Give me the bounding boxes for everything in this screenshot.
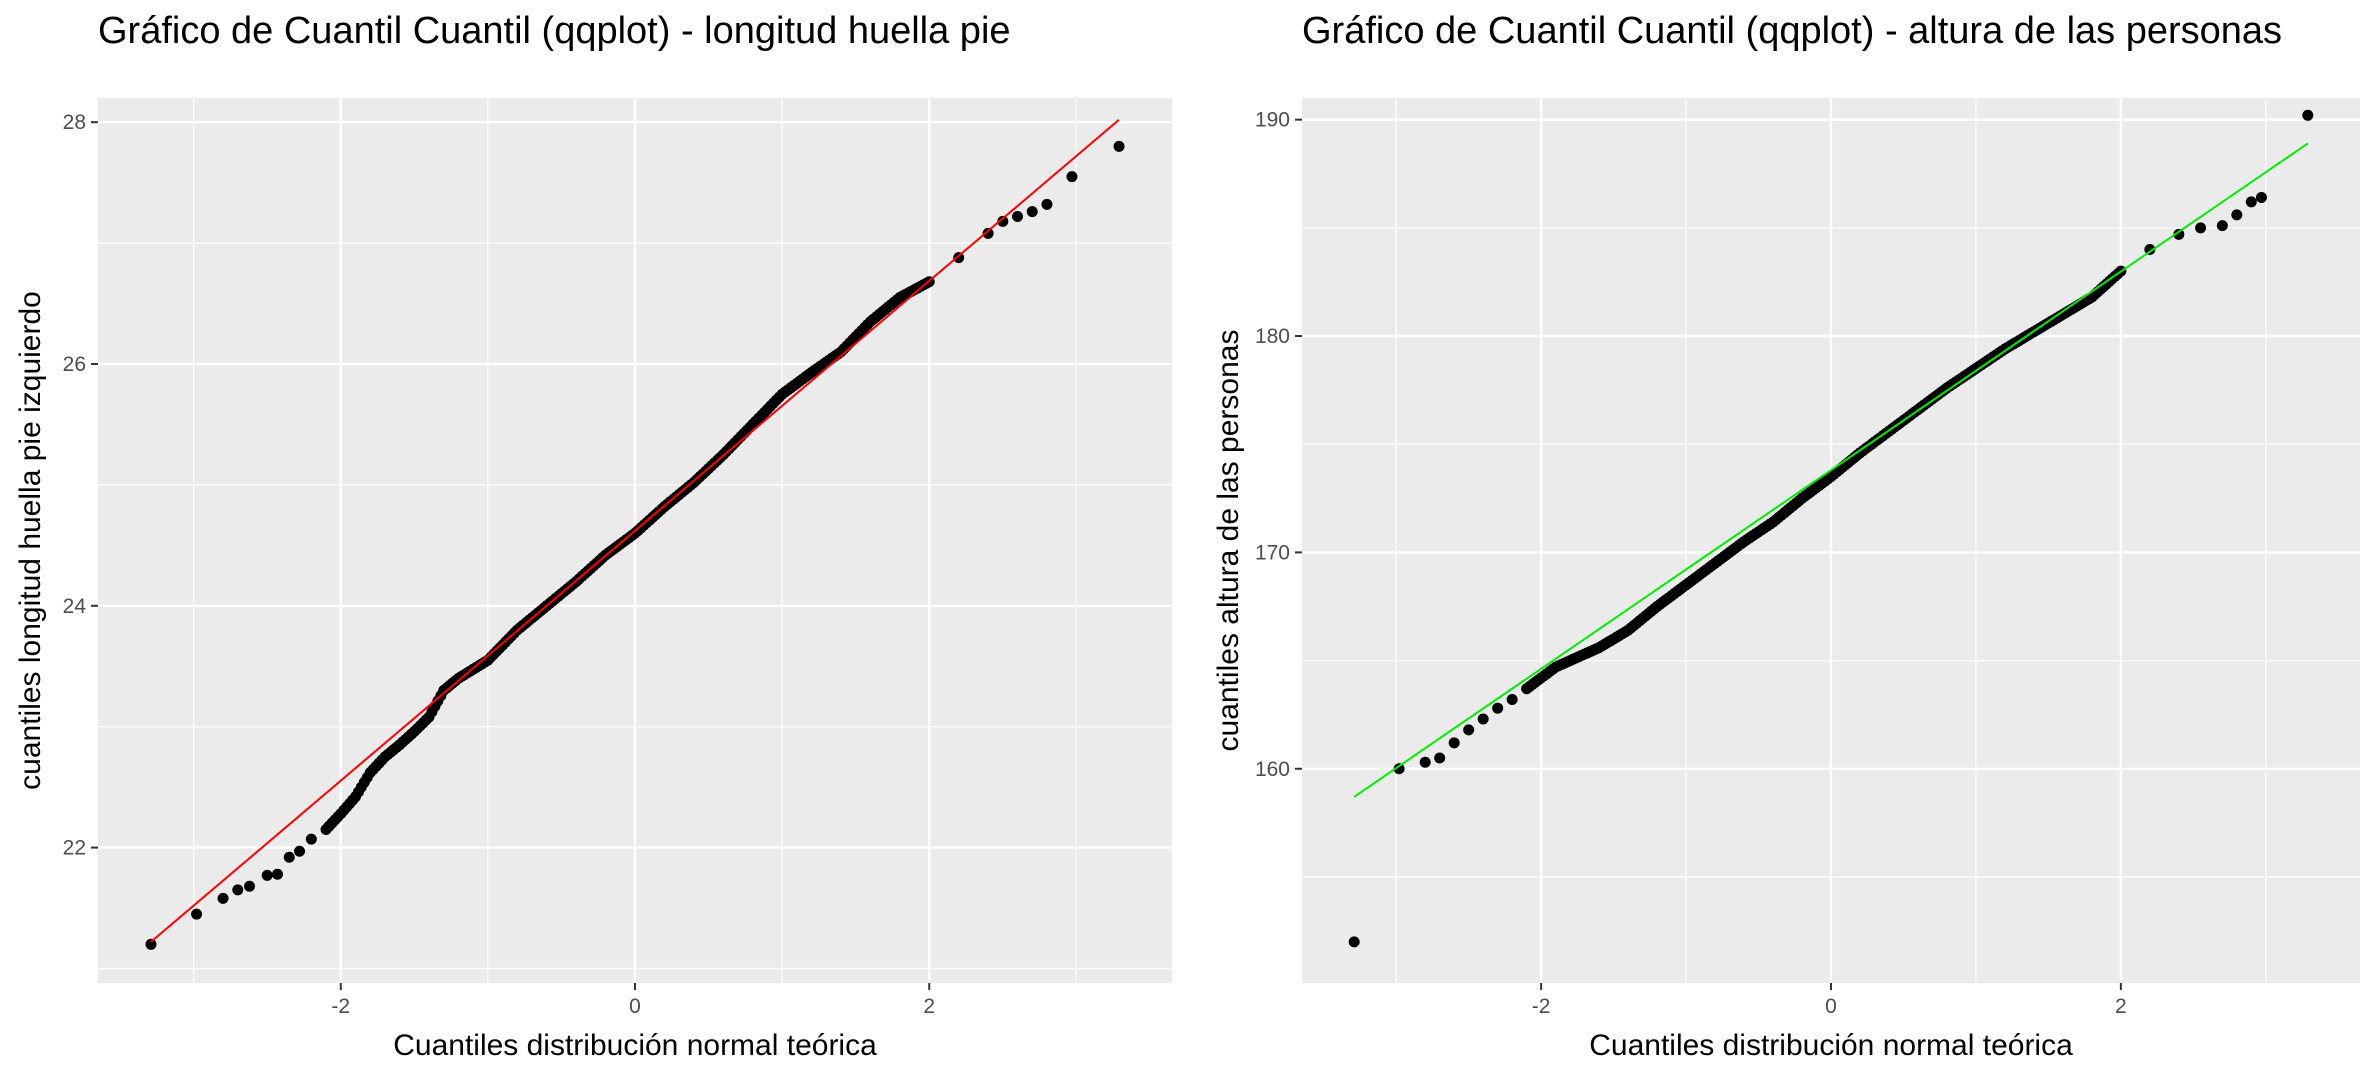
data-point bbox=[2245, 196, 2257, 208]
x-tick-label: 2 bbox=[923, 995, 935, 1018]
data-point bbox=[191, 908, 203, 920]
data-point bbox=[1026, 206, 1038, 218]
data-point bbox=[305, 833, 317, 845]
data-point bbox=[1066, 171, 1078, 183]
y-axis-title: cuantiles altura de las personas bbox=[1212, 330, 1245, 752]
y-tick-label: 170 bbox=[1255, 541, 1290, 564]
data-point bbox=[1448, 737, 1460, 749]
data-point bbox=[982, 227, 994, 239]
data-point bbox=[244, 880, 256, 892]
data-point bbox=[1506, 694, 1518, 706]
data-point bbox=[2255, 192, 2267, 204]
data-point bbox=[997, 215, 1009, 227]
y-tick-label: 28 bbox=[63, 111, 86, 134]
y-tick-label: 24 bbox=[63, 595, 87, 618]
chart-title-foot-length: Gráfico de Cuantil Cuantil (qqplot) - lo… bbox=[98, 10, 1011, 52]
data-point bbox=[217, 892, 229, 904]
data-point bbox=[271, 868, 283, 880]
x-tick-label: 0 bbox=[1825, 995, 1837, 1018]
data-point bbox=[1393, 763, 1405, 775]
x-axis-title: Cuantiles distribución normal teórica bbox=[1589, 1029, 2073, 1062]
x-tick-label: -2 bbox=[1532, 995, 1551, 1018]
chart-title-height: Gráfico de Cuantil Cuantil (qqplot) - al… bbox=[1302, 10, 2283, 52]
qqplot-height-panel: Gráfico de Cuantil Cuantil (qqplot) - al… bbox=[1188, 0, 2376, 1080]
data-point bbox=[1463, 724, 1475, 736]
data-point bbox=[1434, 752, 1446, 764]
y-tick-label: 190 bbox=[1255, 109, 1290, 132]
data-point bbox=[2216, 220, 2228, 232]
data-point bbox=[283, 851, 295, 863]
x-tick-label: 0 bbox=[629, 995, 641, 1018]
qqplot-height-chart: -2 0 2 160 170 180 190 Cuantiles distribución n… bbox=[1212, 98, 2360, 1062]
reference-line bbox=[1353, 142, 2309, 798]
y-axis-title: cuantiles longitud huella pie izquierdo bbox=[14, 291, 47, 790]
data-point bbox=[1348, 936, 1360, 948]
y-tick-label: 22 bbox=[63, 837, 86, 860]
y-tick-label: 26 bbox=[63, 353, 86, 376]
x-tick-label: 2 bbox=[2115, 995, 2127, 1018]
data-point bbox=[1419, 756, 1431, 768]
data-point bbox=[294, 845, 306, 857]
reference-line bbox=[150, 119, 1120, 943]
data-point bbox=[2195, 222, 2207, 234]
y-tick-label: 160 bbox=[1255, 758, 1290, 781]
data-point bbox=[1012, 210, 1024, 222]
data-point bbox=[232, 884, 244, 896]
qqplot-foot-length-panel: Gráfico de Cuantil Cuantil (qqplot) - lo… bbox=[14, 10, 1172, 1062]
data-point bbox=[2302, 109, 2314, 121]
y-tick-label: 180 bbox=[1255, 325, 1290, 348]
data-point bbox=[1113, 140, 1125, 152]
data-point bbox=[2144, 243, 2156, 255]
data-point bbox=[2231, 209, 2243, 221]
data-point bbox=[1041, 198, 1053, 210]
x-axis-title: Cuantiles distribución normal teórica bbox=[393, 1029, 877, 1062]
data-point bbox=[1477, 713, 1489, 725]
x-tick-label: -2 bbox=[331, 995, 350, 1018]
data-point bbox=[261, 869, 273, 881]
data-point bbox=[2173, 228, 2185, 240]
data-point bbox=[145, 938, 157, 950]
data-point bbox=[1492, 702, 1504, 714]
